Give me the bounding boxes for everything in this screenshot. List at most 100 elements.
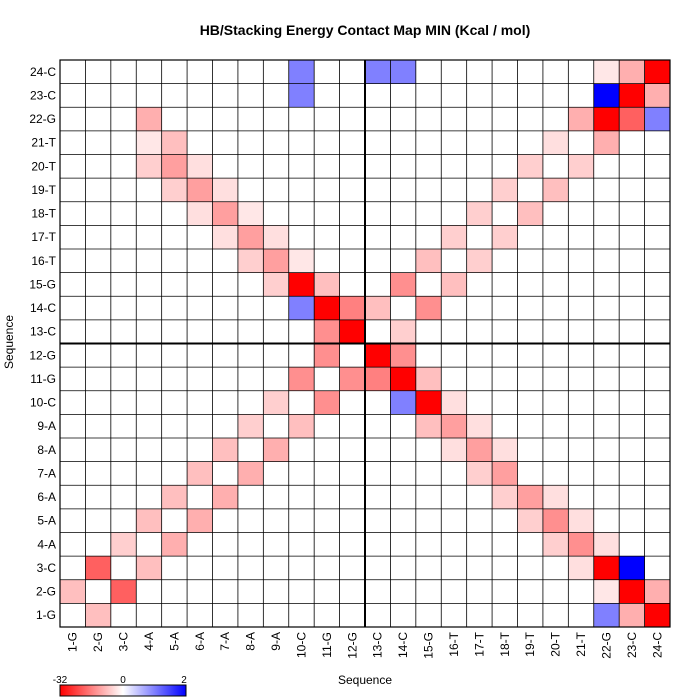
x-tick-label: 4-A: [142, 632, 156, 651]
y-tick-label: 17-T: [31, 230, 56, 244]
heatmap-cell: [314, 390, 340, 415]
heatmap-cell: [441, 272, 467, 297]
x-tick-label: 22-G: [599, 632, 613, 659]
heatmap-cell: [136, 154, 162, 179]
heatmap-cell: [415, 367, 442, 391]
heatmap-cell: [593, 107, 620, 131]
heatmap-cell: [568, 556, 594, 580]
heatmap-cell: [568, 107, 594, 131]
heatmap-cell: [60, 579, 86, 604]
heatmap-cell: [263, 272, 289, 297]
x-tick-label: 20-T: [549, 631, 563, 656]
x-tick-label: 2-G: [91, 632, 105, 652]
heatmap-cell: [542, 508, 569, 533]
heatmap-cell: [161, 532, 188, 557]
x-tick-label: 15-G: [422, 632, 436, 659]
heatmap-cell: [492, 225, 518, 249]
heatmap-cell: [136, 556, 162, 580]
heatmap-cell: [187, 508, 213, 533]
y-tick-label: 7-A: [37, 466, 56, 480]
heatmap-cell: [517, 508, 543, 533]
heatmap-cell: [212, 178, 238, 202]
heatmap-cell: [110, 532, 137, 557]
x-tick-label: 8-A: [244, 632, 258, 651]
heatmap-cell: [161, 154, 188, 179]
y-tick-label: 21-T: [31, 136, 56, 150]
heatmap-cell: [619, 579, 645, 604]
x-tick-label: 7-A: [218, 632, 232, 651]
heatmap-cell: [441, 390, 467, 415]
y-tick-label: 22-G: [29, 112, 56, 126]
heatmap-cell: [136, 130, 162, 155]
y-tick-label: 2-G: [36, 585, 56, 599]
heatmap-cell: [161, 178, 188, 202]
heatmap-cell: [110, 579, 137, 604]
heatmap-cell: [644, 107, 670, 131]
heatmap-cell: [212, 485, 238, 509]
heatmap-cell: [212, 225, 238, 249]
heatmap-cell: [466, 461, 493, 486]
heatmap-cell: [85, 603, 111, 627]
plot-frame: [59, 59, 671, 628]
x-axis-title: Sequence: [338, 673, 392, 687]
x-tick-label: 16-T: [447, 631, 461, 656]
tick-labels: 1-G 1-G 2-G 2-G 3-C 3-C 4-A 4-A 5-A 5-A 6-A 6-A 7-A 7…: [29, 65, 664, 659]
x-tick-label: 17-T: [472, 631, 486, 656]
heatmap-cell: [288, 296, 315, 320]
x-tick-label: 14-C: [396, 632, 410, 658]
x-tick-label: 1-G: [66, 632, 80, 652]
heatmap-cell: [187, 178, 213, 202]
heatmap-cell: [466, 201, 493, 226]
y-tick-label: 14-C: [30, 301, 56, 315]
heatmap-cell: [415, 296, 442, 320]
heatmap-cell: [365, 296, 391, 320]
y-tick-label: 11-G: [30, 372, 56, 386]
heatmap-cell: [568, 532, 594, 557]
heatmap-cell: [288, 414, 315, 438]
heatmap-grid: [59, 59, 671, 628]
heatmap-cell: [288, 83, 315, 108]
y-tick-label: 10-C: [30, 396, 56, 410]
heatmap-cell: [288, 249, 315, 273]
heatmap-cell: [492, 461, 518, 486]
x-tick-label: 13-C: [371, 632, 385, 658]
heatmap-cell: [161, 485, 188, 509]
y-tick-label: 6-A: [37, 490, 56, 504]
y-tick-label: 18-T: [31, 207, 56, 221]
heatmap-cell: [288, 367, 315, 391]
heatmap-cell: [619, 60, 645, 84]
color-scale-min-label: -32: [53, 675, 68, 686]
heatmap-cells: [60, 60, 670, 627]
heatmap-cell: [339, 319, 365, 344]
heatmap-cell: [568, 508, 594, 533]
y-tick-label: 19-T: [31, 183, 56, 197]
heatmap-cell: [288, 60, 315, 84]
chart-title: HB/Stacking Energy Contact Map MIN (Kcal…: [200, 22, 531, 38]
heatmap-cell: [415, 249, 442, 273]
heatmap-cell: [492, 438, 518, 462]
heatmap-cell: [517, 154, 543, 179]
heatmap-cell: [314, 343, 340, 368]
heatmap-cell: [237, 201, 264, 226]
y-tick-label: 4-A: [37, 537, 56, 551]
heatmap-cell: [593, 579, 620, 604]
x-tick-label: 21-T: [574, 631, 588, 656]
heatmap-cell: [593, 603, 620, 627]
heatmap-cell: [390, 343, 416, 368]
color-scale-max-label: 2: [181, 675, 187, 686]
heatmap-cell: [441, 438, 467, 462]
x-tick-label: 18-T: [498, 631, 512, 656]
heatmap-cell: [314, 319, 340, 344]
x-tick-label: 3-C: [117, 632, 131, 652]
y-tick-label: 9-A: [37, 419, 56, 433]
heatmap-cell: [390, 390, 416, 415]
x-tick-label: 9-A: [269, 632, 283, 651]
y-tick-label: 8-A: [37, 443, 56, 457]
heatmap-cell: [517, 201, 543, 226]
heatmap-cell: [161, 130, 188, 155]
heatmap-cell: [593, 83, 620, 108]
heatmap-cell: [619, 603, 645, 627]
heatmap-cell: [187, 201, 213, 226]
heatmap-cell: [263, 225, 289, 249]
y-tick-label: 16-T: [31, 254, 56, 268]
